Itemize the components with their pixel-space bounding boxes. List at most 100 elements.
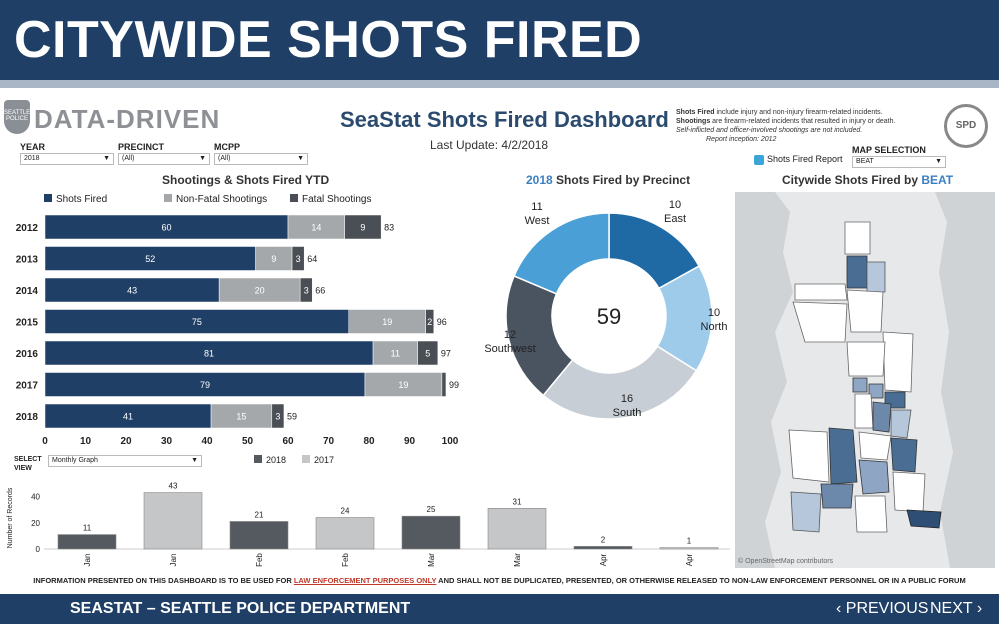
- bar-segment[interactable]: [291, 246, 305, 271]
- x-tick-label: 40: [201, 436, 213, 447]
- beat-shape[interactable]: [858, 431, 892, 461]
- month-tick-label: Feb: [341, 553, 350, 567]
- donut-value-label: 16: [621, 393, 633, 405]
- monthly-bar[interactable]: [573, 546, 633, 550]
- bar-segment[interactable]: [299, 277, 313, 303]
- beat-shape[interactable]: [852, 377, 868, 393]
- monthly-bar[interactable]: [659, 547, 719, 550]
- year-select[interactable]: 2018 ▼: [20, 153, 114, 165]
- donut-value-label: 11: [531, 201, 542, 213]
- precinct-chart-title: 2018 Shots Fired by Precinct: [526, 173, 690, 187]
- monthly-bar-label: 21: [255, 510, 264, 519]
- bar-segment[interactable]: [44, 372, 366, 397]
- mcpp-label: MCPP: [214, 142, 241, 152]
- monthly-legend-swatch: [254, 455, 262, 463]
- bar-segment-label: 11: [391, 349, 400, 359]
- map-title-level: BEAT: [921, 173, 954, 187]
- bar-segment[interactable]: [348, 309, 426, 334]
- police-badge-icon: SEATTLE POLICE: [4, 100, 30, 134]
- legend-swatch: [290, 194, 298, 202]
- precinct-select[interactable]: (All) ▼: [118, 153, 210, 165]
- beat-shape[interactable]: [854, 495, 888, 533]
- precinct-chart-year: 2018: [526, 173, 553, 187]
- map-title: Citywide Shots Fired by BEAT: [782, 173, 953, 187]
- beat-shape[interactable]: [828, 427, 858, 485]
- monthly-legend-swatch: [302, 455, 310, 463]
- bar-segment[interactable]: [44, 309, 349, 334]
- bar-segment[interactable]: [44, 246, 256, 271]
- bar-segment[interactable]: [344, 214, 382, 240]
- monthly-bar[interactable]: [57, 534, 117, 550]
- bar-segment[interactable]: [44, 214, 289, 240]
- x-tick-label: 20: [120, 436, 132, 447]
- beat-shape[interactable]: [794, 283, 848, 301]
- year-label: 2013: [16, 255, 39, 266]
- bar-segment-label: 2: [427, 317, 432, 327]
- bar-segment[interactable]: [271, 403, 285, 429]
- bar-segment[interactable]: [44, 403, 212, 429]
- bar-total-label: 64: [307, 254, 317, 264]
- bar-segment-label: 60: [161, 223, 171, 233]
- bar-segment-label: 3: [275, 412, 280, 422]
- beat-shape[interactable]: [872, 401, 892, 433]
- map-selection-label: MAP SELECTION: [852, 145, 926, 155]
- beat-shape[interactable]: [866, 261, 886, 293]
- beat-shape[interactable]: [792, 301, 848, 343]
- previous-button[interactable]: ‹ PREVIOUS: [836, 600, 929, 617]
- beat-shape[interactable]: [790, 491, 822, 533]
- bar-segment[interactable]: [210, 403, 273, 429]
- shots-fired-report-link[interactable]: Shots Fired Report: [754, 154, 843, 165]
- legend-swatch: [44, 194, 52, 202]
- bar-segment[interactable]: [44, 277, 220, 303]
- bar-segment[interactable]: [44, 340, 374, 366]
- bar-segment[interactable]: [372, 340, 418, 366]
- beat-shape[interactable]: [844, 221, 871, 255]
- monthly-legend-label: 2018: [266, 455, 286, 465]
- beat-shape[interactable]: [882, 331, 914, 393]
- precinct-select-value: (All): [122, 155, 135, 162]
- lake-area: [935, 192, 995, 568]
- beat-shape[interactable]: [906, 509, 942, 529]
- beat-shape[interactable]: [890, 409, 912, 439]
- monthly-bar-label: 11: [83, 524, 92, 533]
- donut-slice[interactable]: [513, 212, 610, 295]
- note-text-1: include injury and non-injury firearm-re…: [714, 109, 883, 116]
- beat-shape[interactable]: [868, 383, 884, 399]
- donut-value-label: 10: [708, 307, 720, 319]
- donut-precinct-label: North: [701, 321, 728, 333]
- beat-shape[interactable]: [788, 429, 830, 483]
- select-view-select[interactable]: Monthly Graph ▼: [48, 455, 202, 467]
- beat-shape[interactable]: [846, 341, 886, 377]
- bar-segment-label: 9: [271, 254, 276, 264]
- beat-map[interactable]: [735, 192, 995, 568]
- x-tick-label: 10: [80, 436, 92, 447]
- donut-precinct-label: Southwest: [484, 343, 535, 355]
- beat-shape[interactable]: [890, 437, 918, 473]
- monthly-bar[interactable]: [143, 492, 203, 550]
- bar-segment[interactable]: [441, 372, 447, 397]
- last-update-label: Last Update:: [430, 138, 499, 152]
- bar-segment[interactable]: [425, 309, 435, 334]
- bar-segment[interactable]: [255, 246, 293, 271]
- precinct-chart-title-text: Shots Fired by Precinct: [552, 173, 691, 187]
- report-icon: [754, 154, 764, 165]
- legend-swatch: [164, 194, 172, 202]
- next-button[interactable]: NEXT ›: [930, 600, 983, 617]
- map-selection-select[interactable]: BEAT ▼: [852, 156, 946, 168]
- chevron-down-icon: ▼: [191, 457, 198, 464]
- bar-segment[interactable]: [417, 340, 439, 366]
- beat-shape[interactable]: [858, 459, 890, 495]
- monthly-bar[interactable]: [401, 515, 461, 550]
- monthly-bar[interactable]: [315, 517, 375, 550]
- slide-title: CITYWIDE SHOTS FIRED: [14, 11, 643, 69]
- monthly-bar[interactable]: [229, 521, 289, 550]
- beat-shape[interactable]: [846, 289, 884, 333]
- donut-slice[interactable]: [542, 345, 698, 420]
- year-label: 2018: [16, 412, 39, 423]
- beat-shape[interactable]: [820, 483, 854, 509]
- mcpp-select[interactable]: (All) ▼: [214, 153, 308, 165]
- bar-segment[interactable]: [364, 372, 443, 397]
- monthly-bar[interactable]: [487, 508, 547, 550]
- footer-bar: SEASTAT – SEATTLE POLICE DEPARTMENT ‹ PR…: [0, 594, 999, 624]
